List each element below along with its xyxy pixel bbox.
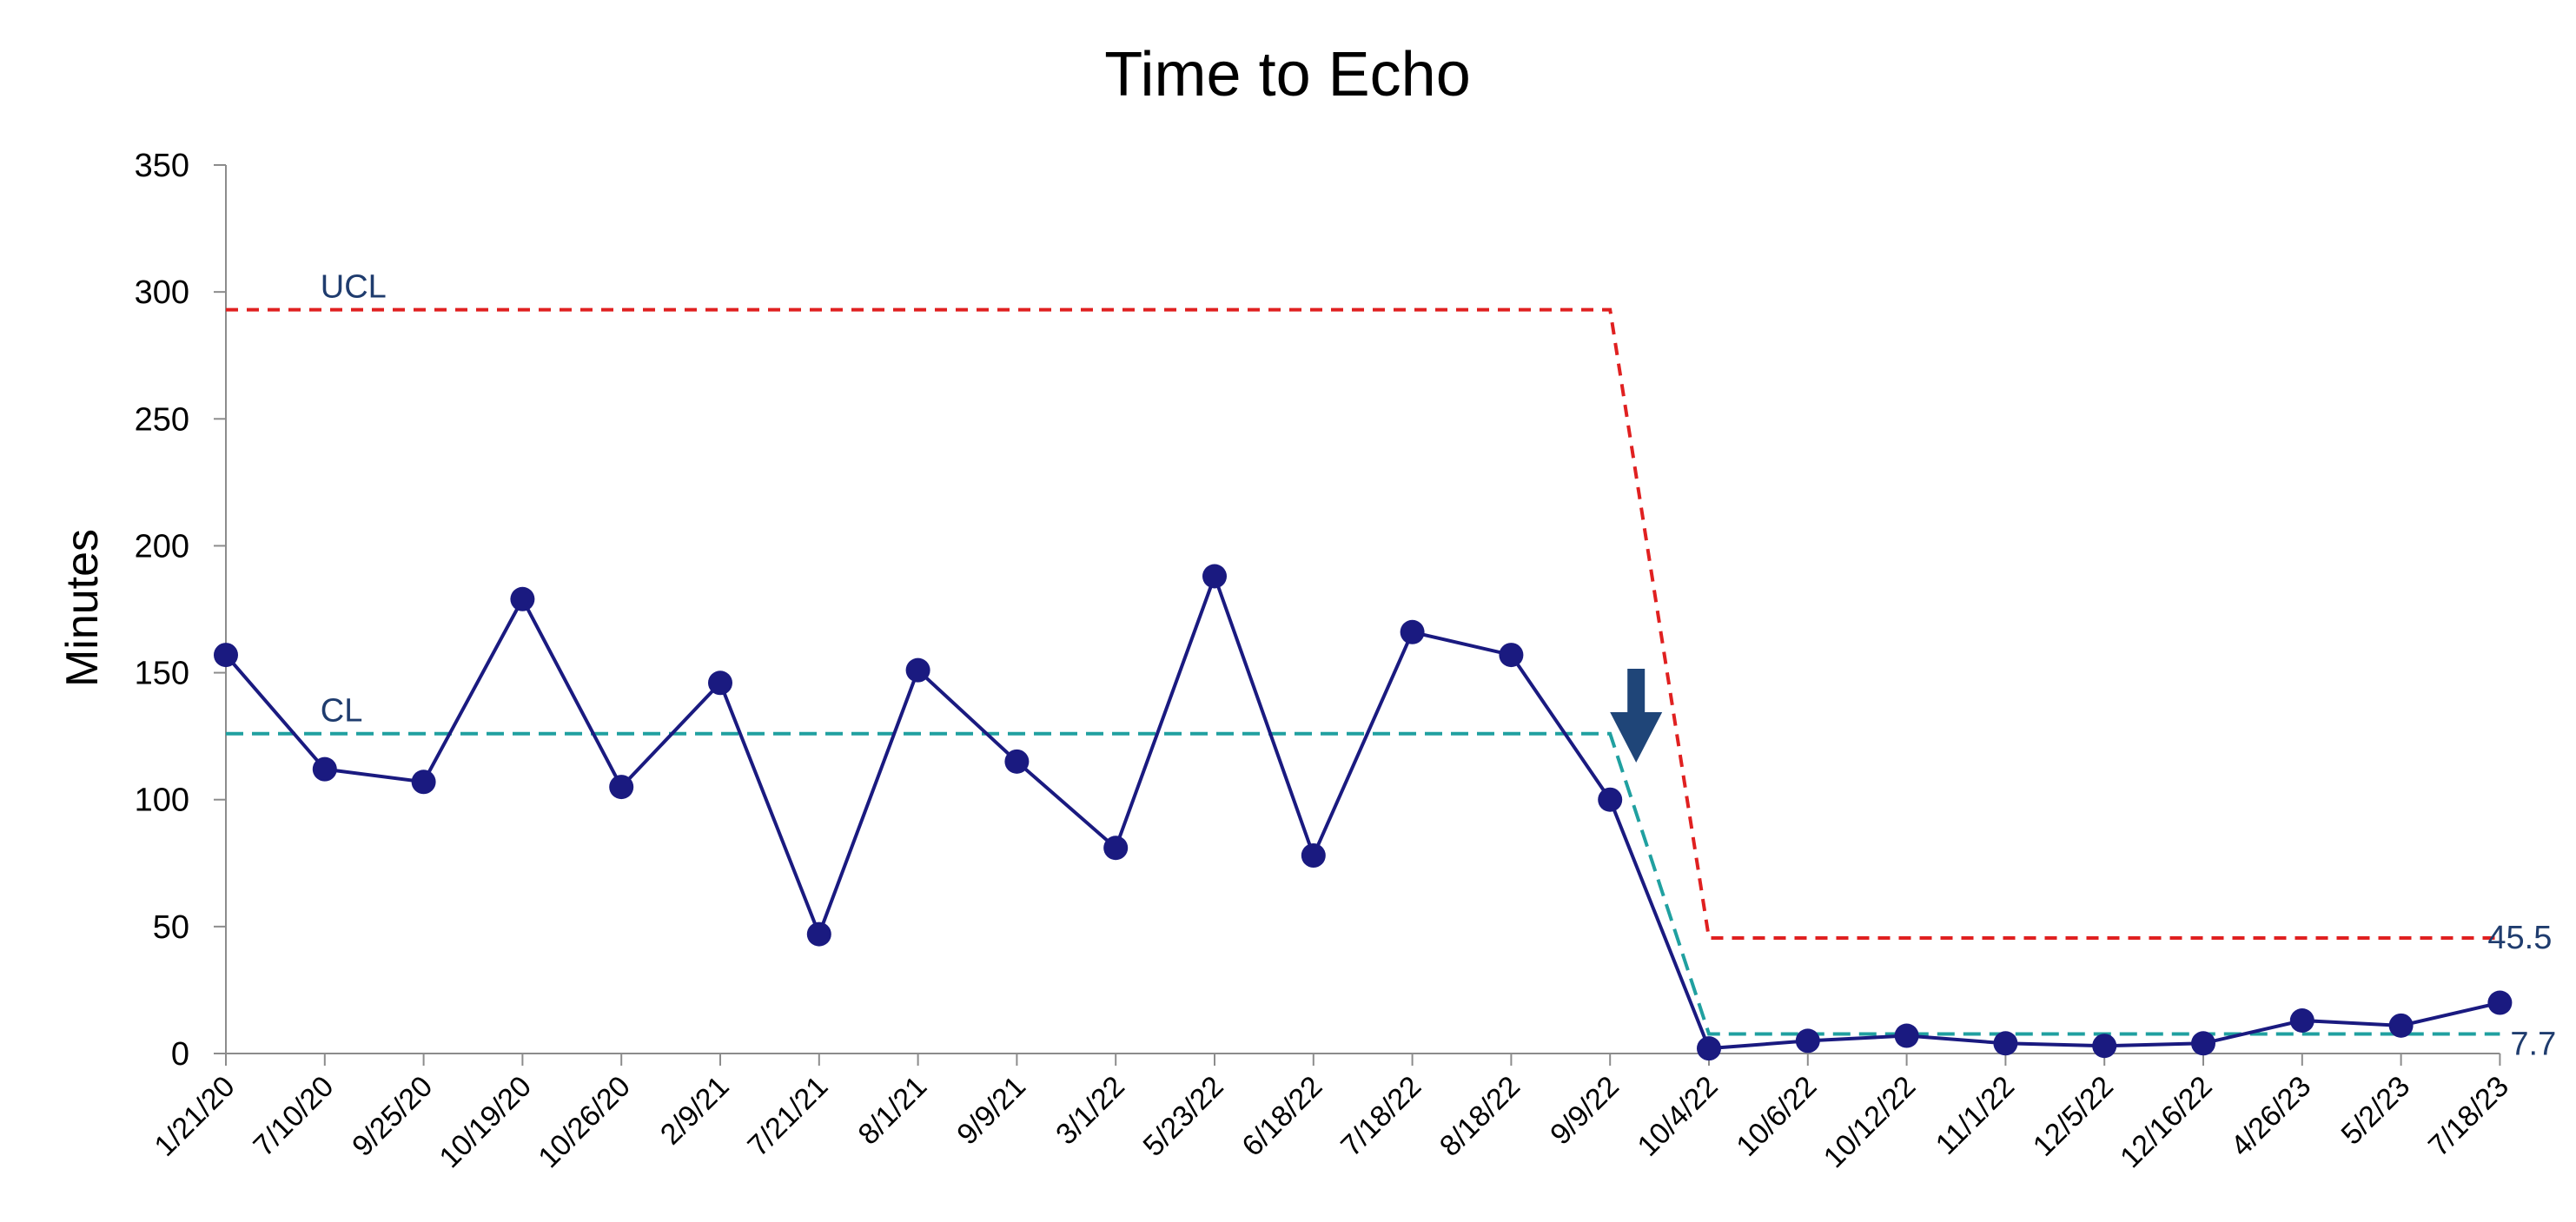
data-point xyxy=(2388,1013,2414,1038)
data-point xyxy=(1004,749,1030,774)
chart-title: Time to Echo xyxy=(1104,40,1471,109)
data-series xyxy=(214,564,2513,1061)
data-point xyxy=(214,643,238,668)
axes: 0 50 100 150 200 250 300 350 1/21/20 7/10/20 9/25/… xyxy=(135,148,2515,1174)
x-tick-label: 10/12/22 xyxy=(1818,1070,1922,1174)
x-tick-label: 10/6/22 xyxy=(1730,1070,1823,1163)
x-tick-label: 2/9/21 xyxy=(654,1070,736,1152)
x-tick-label: 12/5/22 xyxy=(2027,1070,2120,1163)
x-tick-label: 5/2/23 xyxy=(2335,1070,2417,1152)
x-tick-label: 8/1/21 xyxy=(852,1070,934,1152)
ucl-label: UCL xyxy=(321,269,387,306)
ucl-end-value: 45.5 xyxy=(2487,920,2552,956)
cl-end-value: 7.7 xyxy=(2510,1026,2556,1062)
x-tick-label: 8/18/22 xyxy=(1434,1070,1526,1163)
y-tick-label: 250 xyxy=(135,401,189,438)
x-tick-label: 7/18/22 xyxy=(1334,1070,1427,1163)
cl-line xyxy=(226,731,2500,1036)
control-limits xyxy=(226,307,2500,1036)
data-point xyxy=(905,657,930,683)
data-point xyxy=(1598,787,1623,812)
x-tick-label: 7/18/23 xyxy=(2422,1070,2515,1163)
annotations: UCL CL 45.5 7.7 xyxy=(321,269,2556,1063)
x-tick-label: 1/21/20 xyxy=(149,1070,242,1163)
cl-label: CL xyxy=(321,693,363,730)
y-tick-label: 100 xyxy=(135,783,189,819)
y-tick-label: 200 xyxy=(135,528,189,565)
data-point xyxy=(609,775,634,800)
data-point xyxy=(411,770,436,795)
x-tick-label: 10/19/20 xyxy=(434,1070,538,1174)
data-point xyxy=(312,756,337,782)
data-point xyxy=(1103,836,1129,861)
y-tick-label: 150 xyxy=(135,656,189,692)
data-point xyxy=(1894,1023,1919,1048)
x-tick-label: 5/23/22 xyxy=(1137,1070,1230,1163)
data-point xyxy=(806,921,831,947)
data-point xyxy=(1993,1031,2018,1056)
x-tick-label: 9/9/22 xyxy=(1544,1070,1626,1152)
data-point xyxy=(510,586,535,611)
x-tick-label: 7/10/20 xyxy=(247,1070,340,1163)
data-point xyxy=(2289,1008,2314,1034)
ucl-line xyxy=(226,307,2500,941)
y-axis-label: Minutes xyxy=(57,529,108,687)
data-point xyxy=(2092,1034,2117,1059)
series-line xyxy=(224,571,2500,1051)
data-point xyxy=(708,670,732,696)
x-tick-label: 9/25/20 xyxy=(346,1070,439,1163)
x-tick-label: 7/21/21 xyxy=(741,1070,834,1163)
data-point xyxy=(1795,1028,1820,1054)
x-tick-label: 3/1/22 xyxy=(1050,1070,1131,1152)
x-tick-label: 10/26/20 xyxy=(532,1070,636,1174)
y-tick-label: 0 xyxy=(171,1036,189,1073)
y-tick-label: 350 xyxy=(135,148,189,184)
y-tick-label: 50 xyxy=(153,909,189,946)
x-tick-label: 11/1/22 xyxy=(1930,1070,2021,1161)
data-point xyxy=(1202,564,1227,589)
data-point xyxy=(2487,990,2513,1015)
x-tick-label: 4/26/23 xyxy=(2224,1070,2317,1163)
x-tick-label: 12/16/22 xyxy=(2114,1070,2218,1174)
intervention-arrow-icon xyxy=(1610,669,1663,763)
data-point xyxy=(2191,1031,2215,1056)
data-point xyxy=(1301,843,1326,869)
data-point xyxy=(1400,619,1425,644)
x-tick-label: 6/18/22 xyxy=(1235,1070,1328,1163)
y-tick-label: 300 xyxy=(135,274,189,311)
data-point xyxy=(1499,643,1524,668)
data-point xyxy=(1697,1036,1721,1061)
x-tick-label: 9/9/21 xyxy=(950,1070,1032,1152)
x-tick-label: 10/4/22 xyxy=(1632,1070,1725,1163)
